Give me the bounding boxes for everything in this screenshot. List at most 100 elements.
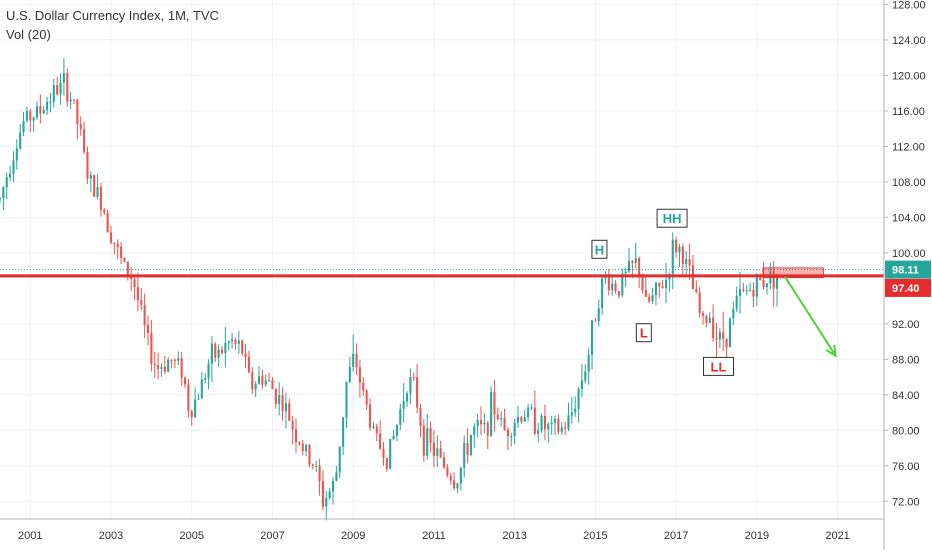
- candle-body: [389, 439, 392, 469]
- candle-body: [254, 383, 257, 390]
- candle-body: [587, 354, 590, 372]
- price-tick-label: 116.00: [892, 106, 925, 118]
- candle-body: [385, 457, 388, 469]
- candle-body: [607, 277, 610, 290]
- candle-body: [698, 292, 701, 314]
- candle-body: [281, 395, 284, 412]
- candle-body: [577, 388, 580, 410]
- candle-body: [405, 393, 409, 402]
- candle-body: [133, 279, 136, 288]
- candle-body: [150, 332, 153, 364]
- candle-body: [560, 427, 563, 433]
- candle-body: [483, 422, 486, 425]
- candle-body: [496, 414, 499, 420]
- candle-body: [755, 274, 758, 297]
- candle-body: [624, 271, 627, 274]
- candle-body: [39, 106, 42, 114]
- candle-body: [345, 381, 348, 418]
- volume-indicator-label: Vol (20): [6, 27, 51, 42]
- candle-body: [338, 446, 341, 473]
- time-tick-label: 2011: [422, 530, 446, 542]
- candle-body: [503, 418, 506, 430]
- candle-body: [651, 295, 654, 302]
- candle-body: [123, 257, 126, 262]
- candle-body: [194, 399, 197, 418]
- candle-body: [325, 498, 328, 507]
- candle-body: [146, 325, 150, 333]
- candle-body: [72, 99, 76, 101]
- annotation-box: [703, 356, 735, 376]
- candle-body: [167, 359, 170, 372]
- candle-body: [725, 338, 728, 348]
- candle-body: [372, 426, 375, 428]
- candle-body: [368, 404, 372, 428]
- candle-body: [715, 338, 718, 340]
- candle-body: [264, 380, 267, 385]
- candle-body: [570, 412, 573, 416]
- candle-body: [395, 424, 398, 436]
- candle-body: [473, 426, 476, 436]
- candle-body: [722, 331, 725, 339]
- candle-body: [675, 239, 678, 253]
- candle-body: [268, 380, 271, 382]
- annotation-box: [656, 208, 688, 228]
- candle-body: [708, 317, 711, 323]
- candle-body: [59, 82, 62, 95]
- candle-body: [284, 403, 287, 412]
- candle-body: [416, 377, 419, 408]
- candle-body: [379, 433, 382, 449]
- candle-body: [173, 360, 176, 362]
- candle-body: [301, 443, 304, 452]
- candle-body: [439, 448, 442, 458]
- candle-body: [291, 420, 294, 430]
- candle-body: [422, 425, 425, 456]
- candle-body: [261, 376, 264, 385]
- candle-body: [728, 318, 731, 348]
- candle-body: [745, 290, 748, 292]
- current-price-badge-bg: [885, 260, 931, 279]
- candle-body: [79, 124, 82, 130]
- price-tick-label: 112.00: [892, 141, 925, 153]
- candle-body: [204, 378, 207, 380]
- candle-body: [227, 341, 230, 343]
- candle-body: [251, 372, 254, 390]
- candle-body: [12, 160, 15, 174]
- candle-body: [658, 282, 661, 287]
- annotation-box: [591, 239, 608, 259]
- candle-body: [342, 417, 345, 447]
- candle-body: [392, 435, 395, 440]
- candle-body: [89, 175, 92, 179]
- candle-body: [288, 403, 291, 421]
- candle-body: [180, 358, 183, 378]
- candle-body: [120, 246, 123, 258]
- candle-body: [530, 407, 533, 409]
- candle-body: [321, 481, 324, 507]
- forecast-arrow-head: [825, 344, 837, 358]
- candle-body: [718, 331, 721, 340]
- price-tick-label: 108.00: [892, 177, 926, 189]
- candle-body: [681, 246, 684, 265]
- candle-body: [479, 420, 483, 425]
- candle-body: [765, 283, 768, 287]
- candle-body: [153, 363, 156, 366]
- candle-body: [0, 198, 2, 200]
- candle-body: [335, 472, 338, 481]
- time-tick-label: 2003: [99, 530, 123, 542]
- candle-body: [62, 73, 65, 83]
- candle-body: [52, 84, 55, 102]
- candle-body: [56, 84, 59, 95]
- price-tick-label: 76.00: [892, 461, 920, 473]
- candle-body: [96, 186, 99, 197]
- candle-body: [490, 391, 493, 436]
- candle-body: [644, 290, 647, 297]
- candle-body: [557, 418, 560, 433]
- chart-title: U.S. Dollar Currency Index, 1M, TVC: [6, 8, 219, 23]
- candle-body: [109, 232, 113, 243]
- candle-body: [453, 480, 456, 489]
- grid: [0, 0, 884, 519]
- candles: [0, 57, 779, 521]
- candle-body: [547, 424, 550, 430]
- time-tick-label: 2017: [664, 530, 688, 542]
